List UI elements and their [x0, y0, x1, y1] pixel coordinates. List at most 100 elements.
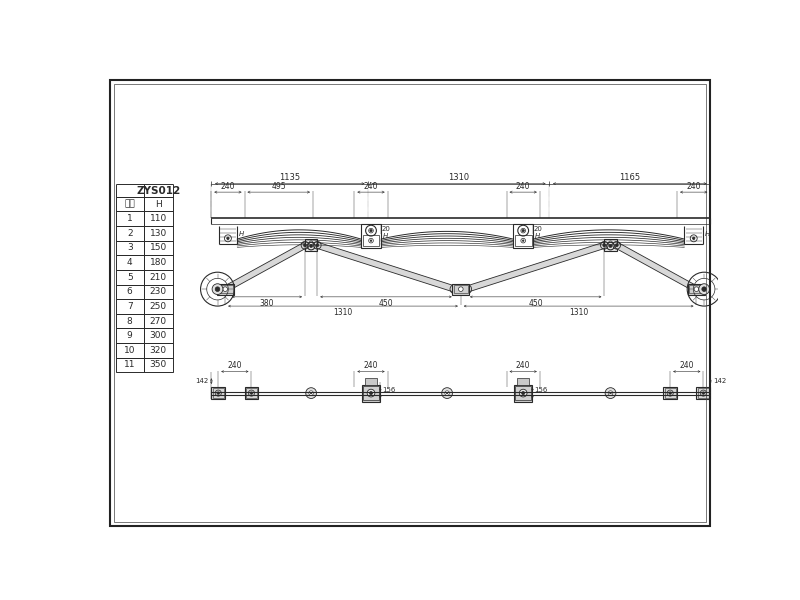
Circle shape [306, 388, 317, 398]
Polygon shape [316, 242, 455, 292]
Circle shape [702, 392, 705, 394]
Circle shape [226, 237, 229, 239]
Circle shape [694, 287, 698, 292]
Text: 1: 1 [127, 214, 133, 223]
Bar [454, 285, 468, 293]
Bar [245, 387, 258, 399]
Bar [604, 239, 617, 251]
Circle shape [367, 389, 375, 397]
Polygon shape [615, 242, 698, 292]
Bar [698, 388, 709, 398]
Bar [213, 388, 224, 398]
Circle shape [446, 392, 448, 394]
Bar [116, 314, 143, 328]
Circle shape [442, 388, 453, 398]
Text: 8: 8 [127, 317, 133, 326]
Text: H: H [534, 233, 540, 239]
Text: 240: 240 [516, 361, 530, 370]
Circle shape [605, 388, 616, 398]
Bar [362, 385, 380, 401]
Text: 380: 380 [260, 299, 274, 308]
Bar [365, 379, 377, 385]
Circle shape [519, 389, 527, 397]
Circle shape [615, 244, 618, 247]
Bar [143, 270, 173, 284]
Circle shape [669, 392, 671, 394]
Circle shape [522, 240, 524, 241]
Circle shape [215, 390, 222, 396]
Bar [688, 284, 705, 295]
Circle shape [370, 229, 372, 232]
Circle shape [370, 392, 373, 395]
Text: 150: 150 [150, 244, 167, 253]
Circle shape [303, 244, 306, 247]
Bar [143, 314, 173, 328]
Circle shape [694, 287, 698, 291]
Bar [211, 387, 226, 399]
Bar [116, 328, 143, 343]
Circle shape [610, 392, 611, 394]
Circle shape [215, 287, 220, 292]
Bar [116, 284, 143, 299]
Text: 序号: 序号 [124, 200, 135, 209]
Bar [689, 285, 704, 293]
Bar [305, 239, 318, 251]
Circle shape [458, 287, 463, 292]
Bar [143, 358, 173, 372]
Polygon shape [224, 242, 306, 292]
Bar [116, 211, 143, 226]
Bar [697, 387, 710, 399]
Text: 130: 130 [150, 229, 167, 238]
Circle shape [522, 392, 525, 395]
Bar [361, 224, 381, 248]
Text: 210: 210 [150, 273, 166, 282]
Bar [663, 387, 677, 399]
Circle shape [465, 287, 469, 291]
Text: 240: 240 [686, 182, 701, 191]
Text: 240: 240 [364, 182, 378, 191]
Text: ZYS012: ZYS012 [136, 185, 180, 196]
Circle shape [667, 390, 674, 396]
Circle shape [316, 244, 319, 247]
Circle shape [698, 284, 710, 295]
Bar [217, 284, 234, 295]
Circle shape [693, 237, 695, 239]
Bar [363, 386, 378, 400]
Bar [143, 241, 173, 255]
Text: 5: 5 [127, 273, 133, 282]
Text: 10: 10 [124, 346, 135, 355]
Text: 4: 4 [127, 258, 133, 267]
Text: 3: 3 [127, 244, 133, 253]
Text: 450: 450 [528, 299, 543, 308]
Circle shape [212, 284, 223, 295]
Circle shape [223, 287, 227, 292]
Text: 1310: 1310 [334, 308, 353, 317]
Circle shape [702, 287, 706, 292]
Text: 11: 11 [124, 361, 135, 370]
Text: H: H [382, 233, 388, 239]
Text: 1310: 1310 [448, 173, 470, 182]
Circle shape [250, 392, 253, 394]
Text: H: H [155, 200, 162, 209]
Bar [116, 358, 143, 372]
Bar [143, 284, 173, 299]
Bar [143, 211, 173, 226]
Text: 156: 156 [534, 387, 547, 393]
Text: 240: 240 [516, 182, 530, 191]
Circle shape [310, 392, 312, 394]
Text: 240: 240 [364, 361, 378, 370]
Bar [143, 226, 173, 241]
Text: H: H [705, 232, 710, 238]
Text: 9: 9 [127, 331, 133, 340]
Bar [362, 235, 379, 246]
Text: 142: 142 [714, 378, 726, 384]
Bar [515, 386, 531, 400]
Bar [116, 197, 143, 211]
Text: 230: 230 [150, 287, 166, 296]
Text: 240: 240 [228, 361, 242, 370]
Bar [116, 299, 143, 314]
Bar [218, 285, 233, 293]
Circle shape [700, 390, 706, 396]
Text: 142: 142 [195, 378, 208, 384]
Text: 350: 350 [150, 361, 167, 370]
